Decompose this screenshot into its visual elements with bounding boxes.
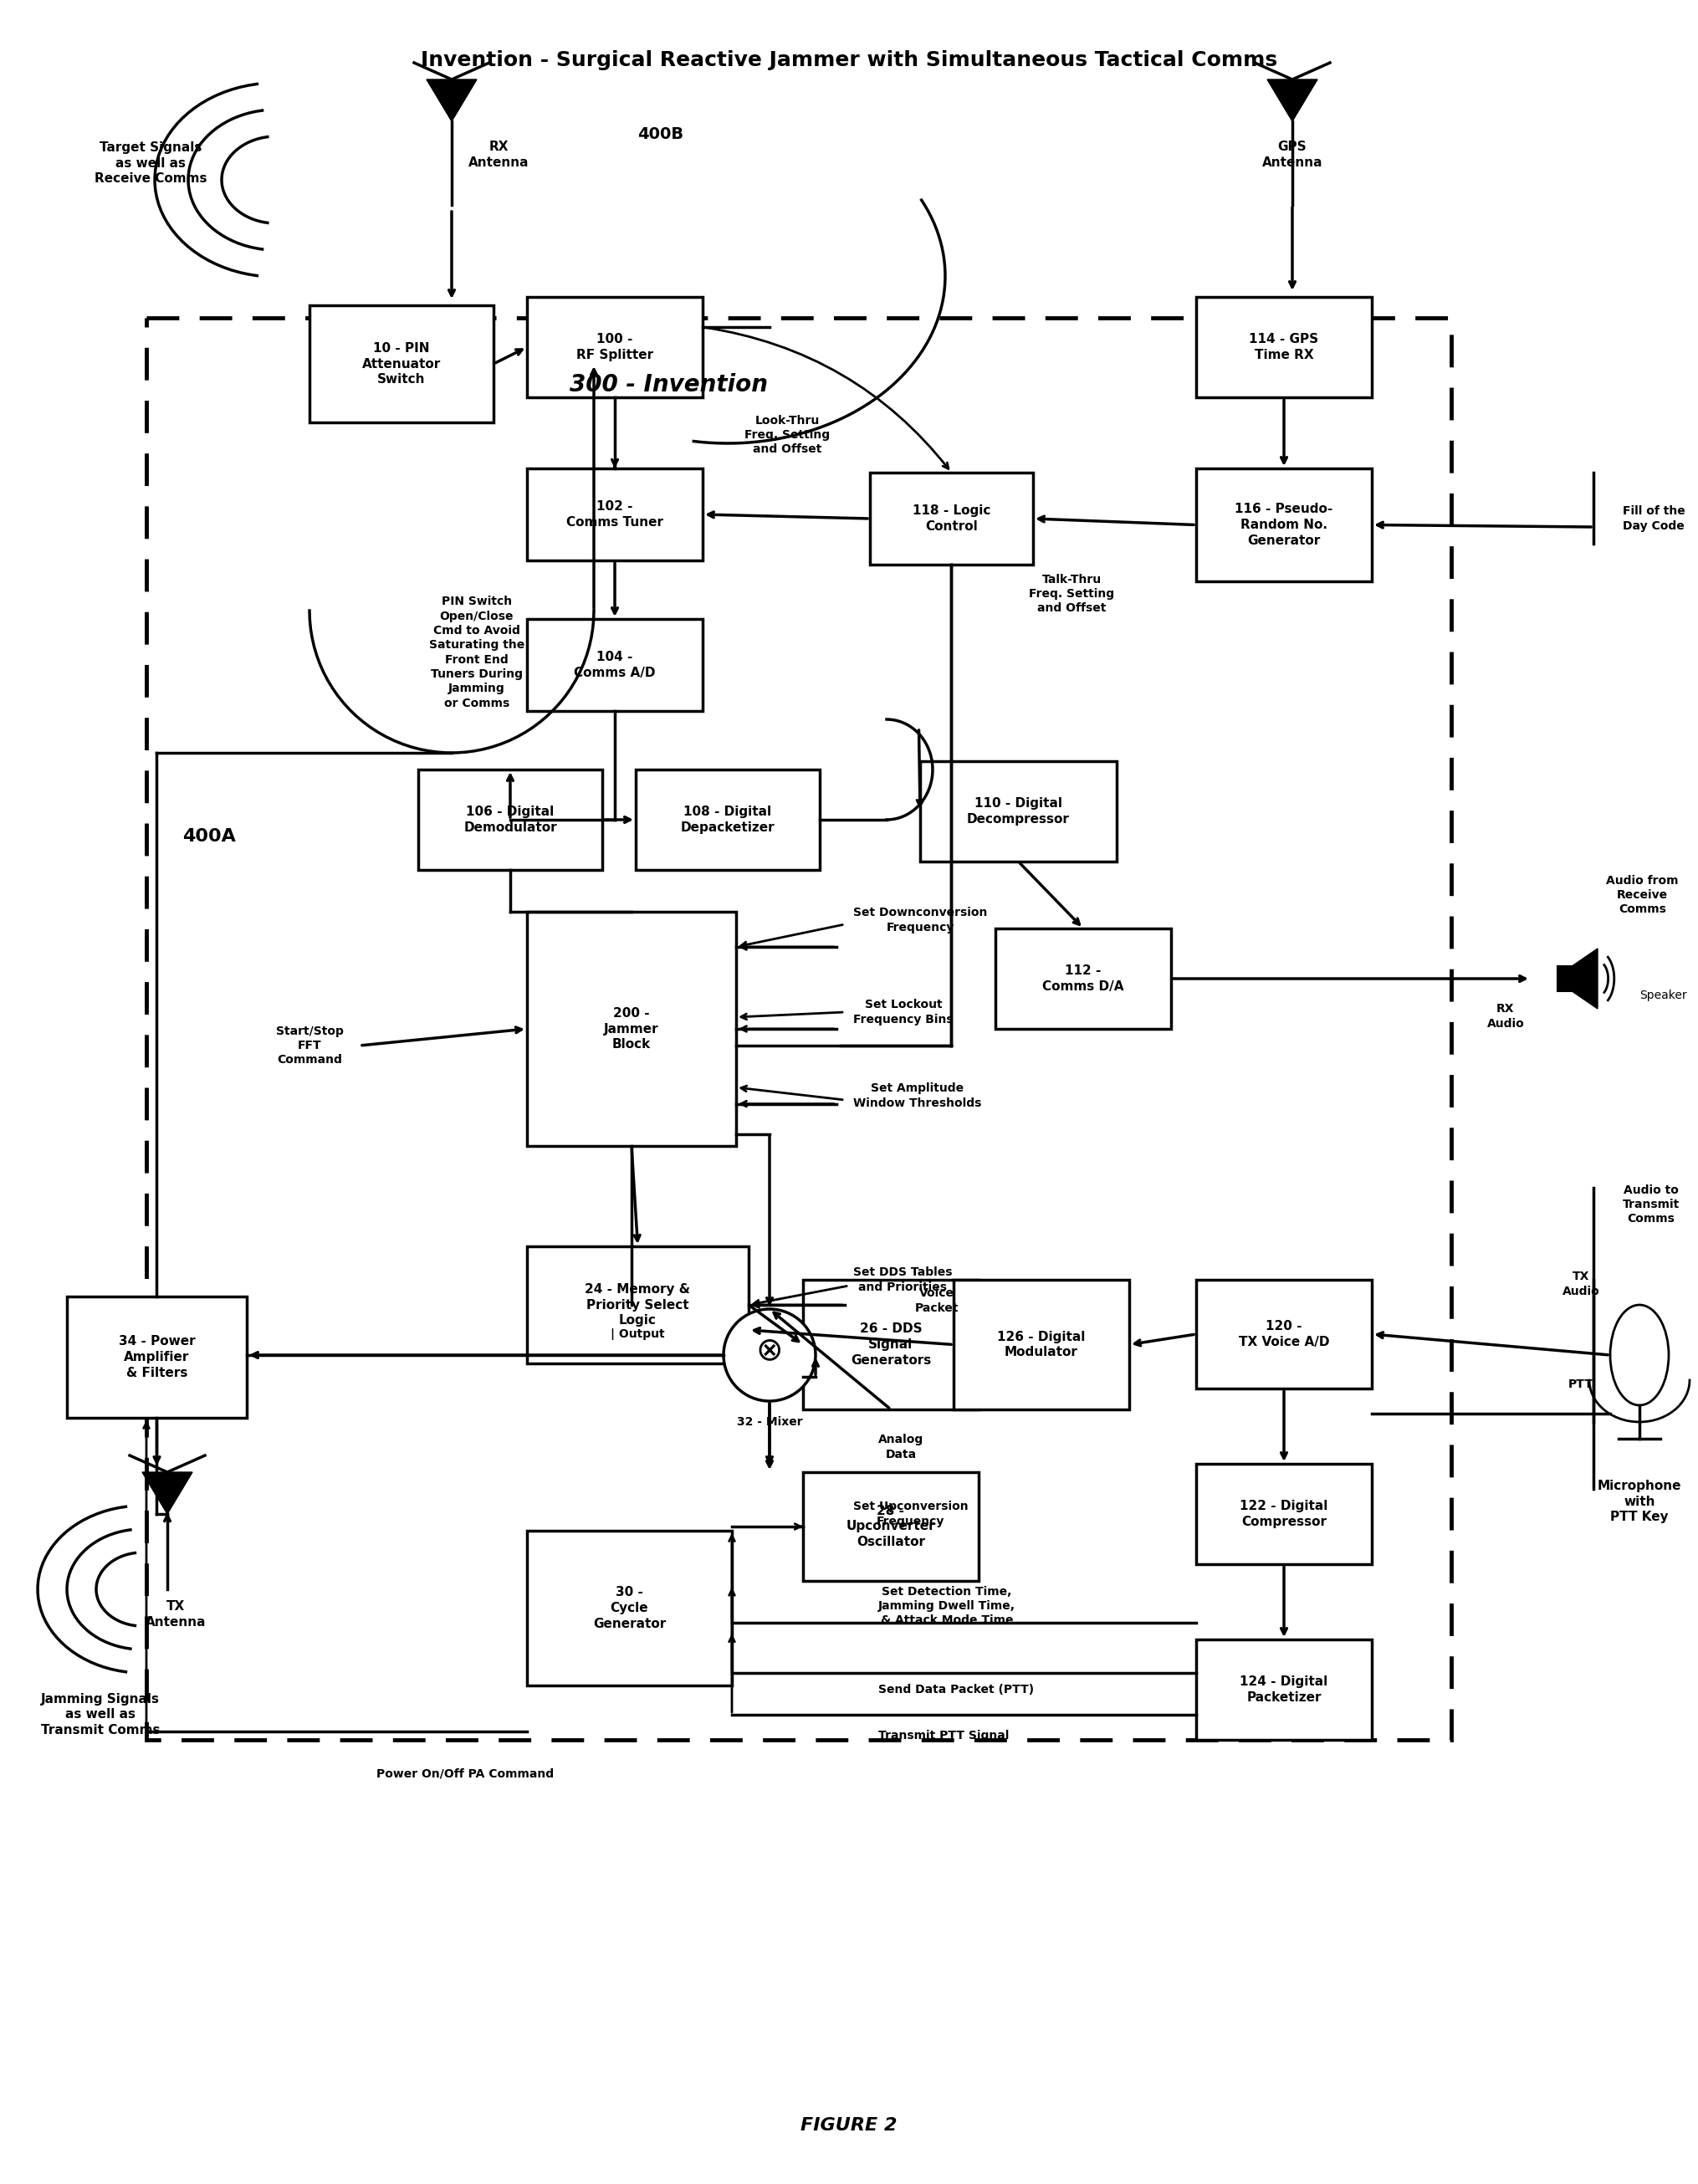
Text: Voice
Packet: Voice Packet	[915, 1289, 959, 1315]
Text: 28 -
Upconverter
Oscillator: 28 - Upconverter Oscillator	[846, 1505, 936, 1548]
Text: 30 -
Cycle
Generator: 30 - Cycle Generator	[593, 1586, 666, 1629]
Text: Jamming Signals
as well as
Transmit Comms: Jamming Signals as well as Transmit Comm…	[41, 1693, 160, 1736]
Text: Audio to
Transmit
Comms: Audio to Transmit Comms	[1623, 1184, 1679, 1225]
FancyBboxPatch shape	[803, 1472, 978, 1581]
Text: 122 - Digital
Compressor: 122 - Digital Compressor	[1240, 1500, 1328, 1529]
Text: Look-Thru
Freq. Setting
and Offset: Look-Thru Freq. Setting and Offset	[744, 415, 830, 454]
Text: 100 -
RF Splitter: 100 - RF Splitter	[576, 334, 654, 360]
Ellipse shape	[1610, 1304, 1669, 1404]
FancyBboxPatch shape	[1195, 1463, 1372, 1564]
FancyBboxPatch shape	[1195, 297, 1372, 397]
Text: Fill of the
Day Code: Fill of the Day Code	[1623, 505, 1684, 531]
Text: Set Lockout
Frequency Bins: Set Lockout Frequency Bins	[852, 998, 953, 1024]
FancyBboxPatch shape	[526, 467, 703, 561]
FancyBboxPatch shape	[920, 762, 1117, 860]
FancyBboxPatch shape	[526, 911, 735, 1147]
Polygon shape	[426, 79, 477, 122]
Polygon shape	[1267, 79, 1318, 122]
Text: ⊗: ⊗	[756, 1334, 783, 1365]
FancyBboxPatch shape	[1195, 467, 1372, 581]
Text: PTT: PTT	[1569, 1378, 1593, 1391]
FancyBboxPatch shape	[526, 1247, 749, 1363]
Circle shape	[723, 1308, 815, 1402]
FancyBboxPatch shape	[803, 1280, 978, 1409]
Text: 118 - Logic
Control: 118 - Logic Control	[912, 505, 990, 533]
Text: TX
Antenna: TX Antenna	[146, 1601, 205, 1629]
Text: 116 - Pseudo-
Random No.
Generator: 116 - Pseudo- Random No. Generator	[1234, 502, 1333, 546]
Text: Audio from
Receive
Comms: Audio from Receive Comms	[1606, 874, 1678, 915]
Text: RX
Antenna: RX Antenna	[469, 140, 530, 168]
FancyBboxPatch shape	[66, 1297, 246, 1417]
Text: | Output: | Output	[611, 1328, 664, 1341]
Bar	[1557, 965, 1572, 992]
Text: Start/Stop
FFT
Command: Start/Stop FFT Command	[275, 1024, 343, 1066]
Text: 300 - Invention: 300 - Invention	[571, 373, 767, 397]
Text: 34 - Power
Amplifier
& Filters: 34 - Power Amplifier & Filters	[119, 1334, 195, 1378]
Text: 106 - Digital
Demodulator: 106 - Digital Demodulator	[464, 806, 557, 834]
Text: 400B: 400B	[638, 127, 684, 142]
Text: FIGURE 2: FIGURE 2	[801, 2116, 897, 2134]
FancyBboxPatch shape	[869, 472, 1032, 566]
FancyBboxPatch shape	[954, 1280, 1129, 1409]
Text: RX
Audio: RX Audio	[1487, 1002, 1525, 1029]
Polygon shape	[143, 1472, 192, 1514]
FancyBboxPatch shape	[526, 1531, 732, 1686]
Text: 104 -
Comms A/D: 104 - Comms A/D	[574, 651, 655, 679]
Text: 32 - Mixer: 32 - Mixer	[737, 1415, 803, 1428]
Text: 26 - DDS
Signal
Generators: 26 - DDS Signal Generators	[851, 1324, 931, 1367]
Text: 112 -
Comms D/A: 112 - Comms D/A	[1043, 965, 1124, 994]
FancyBboxPatch shape	[995, 928, 1172, 1029]
Text: Talk-Thru
Freq. Setting
and Offset: Talk-Thru Freq. Setting and Offset	[1029, 574, 1114, 614]
Text: 120 -
TX Voice A/D: 120 - TX Voice A/D	[1238, 1319, 1330, 1348]
Text: Invention - Surgical Reactive Jammer with Simultaneous Tactical Comms: Invention - Surgical Reactive Jammer wit…	[421, 50, 1277, 70]
Text: 124 - Digital
Packetizer: 124 - Digital Packetizer	[1240, 1675, 1328, 1704]
FancyBboxPatch shape	[526, 297, 703, 397]
FancyBboxPatch shape	[526, 618, 703, 712]
Text: 10 - PIN
Attenuator
Switch: 10 - PIN Attenuator Switch	[362, 343, 441, 387]
Text: Microphone
with
PTT Key: Microphone with PTT Key	[1598, 1479, 1681, 1522]
FancyBboxPatch shape	[418, 769, 603, 869]
FancyBboxPatch shape	[1195, 1640, 1372, 1741]
FancyBboxPatch shape	[309, 306, 494, 422]
Text: 110 - Digital
Decompressor: 110 - Digital Decompressor	[966, 797, 1070, 826]
Text: 126 - Digital
Modulator: 126 - Digital Modulator	[997, 1330, 1085, 1358]
Text: TX
Audio: TX Audio	[1562, 1271, 1600, 1297]
Text: Set Upconversion
Frequency: Set Upconversion Frequency	[852, 1500, 968, 1527]
Text: Power On/Off PA Command: Power On/Off PA Command	[377, 1767, 554, 1780]
Text: 200 -
Jammer
Block: 200 - Jammer Block	[604, 1007, 659, 1051]
Text: Target Signals
as well as
Receive Comms: Target Signals as well as Receive Comms	[95, 142, 207, 186]
Text: 24 - Memory &
Priority Select
Logic: 24 - Memory & Priority Select Logic	[586, 1282, 691, 1326]
FancyBboxPatch shape	[635, 769, 820, 869]
Text: Speaker: Speaker	[1640, 989, 1686, 1000]
Text: Send Data Packet (PTT): Send Data Packet (PTT)	[878, 1684, 1034, 1695]
Text: Analog
Data: Analog Data	[878, 1435, 924, 1461]
Text: Set Detection Time,
Jamming Dwell Time,
& Attack Mode Time: Set Detection Time, Jamming Dwell Time, …	[878, 1586, 1015, 1627]
Text: Set Amplitude
Window Thresholds: Set Amplitude Window Thresholds	[852, 1083, 981, 1109]
Text: 102 -
Comms Tuner: 102 - Comms Tuner	[565, 500, 664, 529]
Text: 114 - GPS
Time RX: 114 - GPS Time RX	[1250, 334, 1319, 360]
Polygon shape	[1572, 948, 1598, 1009]
Text: PIN Switch
Open/Close
Cmd to Avoid
Saturating the
Front End
Tuners During
Jammin: PIN Switch Open/Close Cmd to Avoid Satur…	[430, 596, 525, 710]
FancyBboxPatch shape	[1195, 1280, 1372, 1389]
Text: Set DDS Tables
and Priorities: Set DDS Tables and Priorities	[852, 1267, 953, 1293]
Text: Set Downconversion
Frequency: Set Downconversion Frequency	[852, 906, 987, 933]
Text: GPS
Antenna: GPS Antenna	[1262, 140, 1323, 168]
Text: 108 - Digital
Depacketizer: 108 - Digital Depacketizer	[681, 806, 774, 834]
Text: Transmit PTT Signal: Transmit PTT Signal	[878, 1730, 1009, 1741]
Text: 400A: 400A	[182, 828, 236, 845]
